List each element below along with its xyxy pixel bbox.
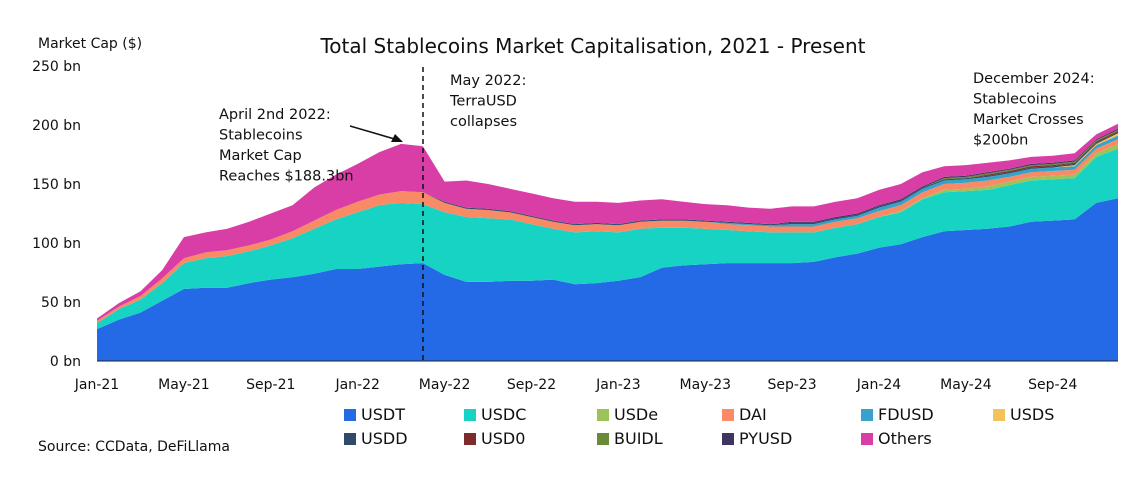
legend-item-usdd: USDD [344, 429, 408, 448]
x-tick-label: May-23 [680, 377, 732, 393]
legend-label: USDe [614, 405, 658, 424]
legend-item-dai: DAI [722, 405, 767, 424]
legend-item-others: Others [861, 429, 932, 448]
legend-label: USDD [361, 429, 408, 448]
annotation-1: April 2nd 2022: Stablecoins Market Cap Reac… [219, 107, 354, 185]
legend-swatch [597, 409, 609, 421]
chart-title: Total Stablecoins Market Capitalisation,… [319, 34, 865, 58]
y-tick-label: 0 bn [50, 354, 81, 370]
legend-swatch [993, 409, 1005, 421]
y-axis-ticks: 0 bn 50 bn 100 bn 150 bn 200 bn 250 bn [32, 59, 81, 370]
legend-label: USD0 [481, 429, 525, 448]
legend-item-usdc: USDC [464, 405, 526, 424]
x-tick-label: Jan-23 [595, 377, 640, 393]
legend-label: USDC [481, 405, 526, 424]
legend-item-usde: USDe [597, 405, 658, 424]
area-usdc [97, 148, 1118, 330]
area-dai [97, 139, 1118, 324]
x-tick-label: Sep-24 [1028, 377, 1077, 393]
legend-label: DAI [739, 405, 767, 424]
legend: USDT USDC USDe DAI FDUSD USDS USDD USD0 BUIDL PYU… [344, 405, 1054, 448]
legend-label: Others [878, 429, 932, 448]
legend-item-usd0: USD0 [464, 429, 525, 448]
annotation-2: May 2022: TerraUSD collapses [449, 73, 526, 130]
x-axis-ticks: Jan-21 May-21 Sep-21 Jan-22 May-22 Sep-22 Jan-… [74, 377, 1078, 393]
legend-swatch [722, 409, 734, 421]
y-tick-label: 150 bn [32, 177, 81, 193]
legend-swatch [597, 433, 609, 445]
y-tick-label: 200 bn [32, 118, 81, 134]
legend-swatch [464, 409, 476, 421]
legend-label: USDT [361, 405, 405, 424]
x-tick-label: May-24 [940, 377, 992, 393]
source-note: Source: CCData, DeFiLlama [38, 439, 230, 455]
x-tick-label: Sep-23 [767, 377, 816, 393]
y-tick-label: 250 bn [32, 59, 81, 75]
x-tick-label: Sep-21 [246, 377, 295, 393]
y-tick-label: 100 bn [32, 236, 81, 252]
legend-swatch [861, 433, 873, 445]
annotation-3: December 2024: Stablecoins Market Crosses $… [973, 71, 1095, 149]
annotations: April 2nd 2022: Stablecoins Market Cap Reac… [219, 71, 1095, 185]
legend-swatch [344, 433, 356, 445]
legend-swatch [722, 433, 734, 445]
legend-label: USDS [1010, 405, 1054, 424]
peak-annotation-arrow [349, 125, 399, 141]
x-tick-label: Jan-24 [856, 377, 902, 393]
legend-item-buidl: BUIDL [597, 429, 663, 448]
x-tick-label: Jan-21 [74, 377, 119, 393]
legend-swatch [464, 433, 476, 445]
legend-item-usds: USDS [993, 405, 1054, 424]
peak-annotation-arrowhead [391, 134, 403, 142]
x-tick-label: Jan-22 [334, 377, 379, 393]
legend-label: BUIDL [614, 429, 663, 448]
x-tick-label: May-21 [158, 377, 210, 393]
legend-label: PYUSD [739, 429, 792, 448]
legend-swatch [861, 409, 873, 421]
legend-item-fdusd: FDUSD [861, 405, 934, 424]
y-axis-label: Market Cap ($) [38, 36, 142, 52]
legend-swatch [344, 409, 356, 421]
legend-item-usdt: USDT [344, 405, 405, 424]
y-tick-label: 50 bn [41, 295, 81, 311]
area-usdt [97, 198, 1118, 361]
area-layers [97, 123, 1118, 361]
legend-item-pyusd: PYUSD [722, 429, 792, 448]
area-others [97, 123, 1118, 321]
x-tick-label: Sep-22 [507, 377, 556, 393]
legend-label: FDUSD [878, 405, 934, 424]
x-tick-label: May-22 [419, 377, 471, 393]
